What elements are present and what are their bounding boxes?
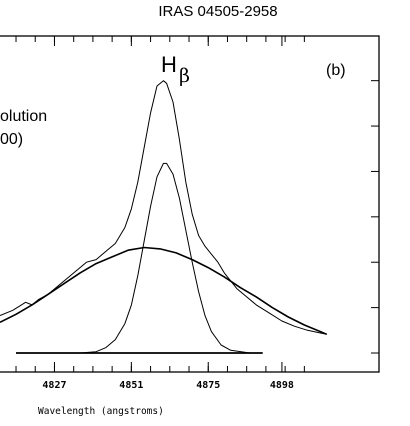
bottom-tick-marks (15, 362, 305, 372)
x-tick-label: 4827 (42, 380, 66, 391)
x-axis-label: Wavelength (angstroms) (38, 406, 164, 417)
right-tick-marks (371, 80, 379, 354)
line-label-beta: β (179, 65, 190, 87)
partial-annotation-line2: 00) (0, 131, 23, 148)
x-tick-label: 4898 (270, 380, 294, 391)
top-tick-marks (15, 36, 305, 46)
x-tick-labels: 4827 4851 4875 4898 (42, 380, 294, 391)
line-label-h: H (161, 52, 177, 77)
plot-frame (0, 35, 380, 373)
panel-label: (b) (326, 62, 346, 79)
x-tick-label: 4851 (119, 380, 143, 391)
narrow-component-line (80, 162, 250, 354)
broad-component-line (0, 246, 328, 336)
observed-profile-line (0, 80, 327, 335)
chart-title: IRAS 04505-2958 (158, 3, 277, 20)
series-layer (0, 80, 328, 354)
x-tick-label: 4875 (196, 380, 220, 391)
partial-annotation-line1: olution (0, 108, 47, 125)
